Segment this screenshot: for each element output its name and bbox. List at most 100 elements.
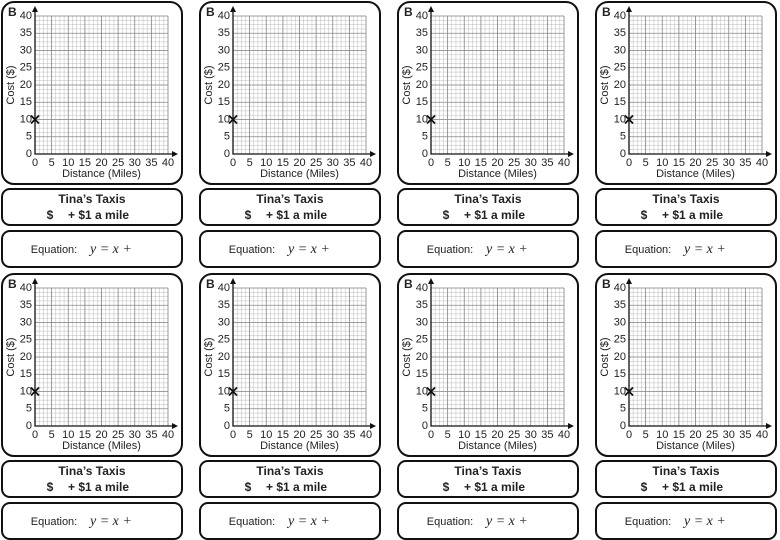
x-tick-label: 15 [673, 157, 685, 169]
axes [34, 8, 176, 155]
x-tick-label: 10 [62, 157, 74, 169]
graph-card [1, 273, 183, 457]
x-tick-label: 10 [260, 157, 272, 169]
equation: y = x + [286, 242, 330, 257]
y-tick-label: 30 [20, 316, 32, 328]
x-tick-label: 35 [145, 429, 157, 441]
x-tick-label: 40 [558, 157, 570, 169]
card-title: Tina’s Taxis [454, 464, 521, 478]
axes [232, 280, 374, 427]
y-tick-label: 30 [416, 44, 428, 56]
equation-card [1, 502, 183, 540]
y-tick-label: 0 [422, 420, 428, 432]
equation: y = x + [286, 514, 330, 529]
x-tick-label: 0 [428, 429, 434, 441]
y-tick-label: 10 [416, 385, 428, 397]
axes [430, 280, 572, 427]
y-tick-label: 5 [620, 403, 626, 415]
y-axis-label: Cost ($) [203, 65, 215, 104]
equation-label: Equation: [625, 244, 671, 256]
axis-arrow [766, 423, 772, 429]
title-card [397, 188, 579, 226]
x-tick-label: 5 [643, 157, 649, 169]
axis-arrow [32, 6, 38, 12]
y-axis-label: Cost ($) [401, 337, 413, 376]
price-prefix: $ [443, 208, 450, 222]
y-axis-label: Cost ($) [599, 337, 611, 376]
x-tick-label: 5 [445, 157, 451, 169]
y-tick-label: 10 [20, 385, 32, 397]
x-tick-label: 0 [230, 429, 236, 441]
y-tick-label: 20 [614, 79, 626, 91]
x-tick-label: 15 [277, 429, 289, 441]
x-axis-label: Distance (Miles) [260, 440, 339, 452]
axis-arrow [172, 151, 178, 157]
x-tick-label: 30 [129, 157, 141, 169]
axis-arrow [32, 278, 38, 284]
graph-card [199, 1, 381, 185]
y-tick-label: 35 [20, 299, 32, 311]
y-tick-label: 40 [20, 10, 32, 22]
x-tick-label: 35 [541, 157, 553, 169]
axes [628, 8, 770, 155]
equation: y = x + [88, 242, 132, 257]
y-tick-label: 30 [416, 316, 428, 328]
y-tick-label: 25 [218, 334, 230, 346]
equation: y = x + [682, 514, 726, 529]
y-tick-label: 35 [614, 299, 626, 311]
x-tick-label: 25 [112, 157, 124, 169]
equation-card [1, 230, 183, 268]
x-tick-label: 40 [558, 429, 570, 441]
y-tick-label: 5 [26, 131, 32, 143]
x-tick-label: 35 [541, 429, 553, 441]
y-tick-label: 5 [422, 403, 428, 415]
y-axis-label: Cost ($) [599, 65, 611, 104]
price-prefix: $ [245, 208, 252, 222]
x-tick-label: 0 [32, 429, 38, 441]
x-tick-label: 30 [525, 157, 537, 169]
x-tick-label: 25 [508, 157, 520, 169]
title-card [595, 460, 777, 498]
y-tick-label: 35 [614, 27, 626, 39]
y-tick-label: 10 [218, 385, 230, 397]
card-title: Tina’s Taxis [652, 464, 719, 478]
y-tick-label: 25 [20, 334, 32, 346]
price-prefix: $ [47, 208, 54, 222]
x-tick-label: 40 [360, 157, 372, 169]
x-tick-label: 40 [360, 429, 372, 441]
y-tick-label: 40 [614, 10, 626, 22]
y-tick-label: 5 [422, 131, 428, 143]
equation-label: Equation: [31, 244, 77, 256]
axis-arrow [230, 278, 236, 284]
x-tick-label: 30 [723, 429, 735, 441]
price-prefix: $ [641, 480, 648, 494]
y-tick-label: 30 [614, 44, 626, 56]
card-label: B [8, 277, 17, 291]
x-tick-label: 20 [293, 429, 305, 441]
x-tick-label: 40 [162, 157, 174, 169]
graph-card [595, 1, 777, 185]
graph-card [1, 1, 183, 185]
y-tick-label: 40 [20, 282, 32, 294]
x-tick-label: 30 [327, 429, 339, 441]
title-card [199, 188, 381, 226]
axes [628, 280, 770, 427]
y-tick-label: 15 [614, 96, 626, 108]
y-tick-label: 0 [224, 420, 230, 432]
point-marker [426, 114, 436, 125]
equation-card [595, 230, 777, 268]
x-tick-label: 20 [689, 157, 701, 169]
card-label: B [8, 5, 17, 19]
equation-label: Equation: [31, 516, 77, 528]
x-tick-label: 35 [343, 157, 355, 169]
axes [232, 8, 374, 155]
x-tick-label: 20 [689, 429, 701, 441]
y-tick-label: 20 [614, 351, 626, 363]
axis-arrow [626, 6, 632, 12]
y-tick-label: 15 [20, 96, 32, 108]
y-tick-label: 15 [416, 96, 428, 108]
x-tick-label: 15 [673, 429, 685, 441]
x-axis-label: Distance (Miles) [656, 440, 735, 452]
card-label: B [206, 5, 215, 19]
card-title: Tina’s Taxis [256, 464, 323, 478]
